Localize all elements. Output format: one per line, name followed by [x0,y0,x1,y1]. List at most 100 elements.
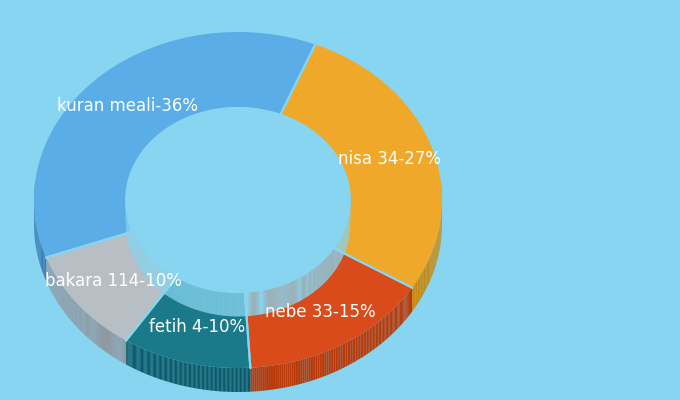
Polygon shape [342,234,343,259]
Polygon shape [367,329,368,354]
Polygon shape [120,338,122,362]
Polygon shape [216,290,217,315]
Polygon shape [388,312,390,338]
Polygon shape [180,361,181,385]
Polygon shape [341,235,342,261]
Polygon shape [230,292,231,316]
Polygon shape [299,277,300,302]
Polygon shape [177,360,179,385]
Polygon shape [301,276,302,300]
Polygon shape [279,364,282,388]
Polygon shape [285,284,286,308]
Polygon shape [292,280,294,305]
Polygon shape [297,278,298,302]
Polygon shape [82,308,83,333]
Polygon shape [245,368,246,392]
Polygon shape [116,335,118,360]
Polygon shape [248,368,249,392]
Polygon shape [179,361,180,385]
Polygon shape [144,349,146,374]
Polygon shape [387,314,388,339]
Polygon shape [76,302,77,327]
Polygon shape [95,320,97,345]
Polygon shape [233,368,235,392]
Polygon shape [381,318,383,344]
Polygon shape [74,300,75,325]
Polygon shape [204,288,205,312]
Polygon shape [314,355,316,380]
Polygon shape [122,338,123,363]
Polygon shape [321,353,323,378]
Polygon shape [201,365,202,389]
Polygon shape [371,326,373,351]
Polygon shape [278,364,279,389]
Polygon shape [248,292,249,316]
Polygon shape [414,282,415,309]
Polygon shape [315,267,316,292]
Polygon shape [37,231,39,259]
Polygon shape [73,300,74,324]
Polygon shape [208,366,209,390]
Polygon shape [45,254,46,282]
Polygon shape [384,316,386,341]
Polygon shape [105,327,106,352]
Polygon shape [380,320,381,345]
Polygon shape [225,368,226,392]
Polygon shape [287,283,288,307]
Polygon shape [44,250,45,278]
Polygon shape [356,336,357,361]
Polygon shape [198,365,199,389]
Polygon shape [296,278,297,303]
Polygon shape [270,366,272,390]
Polygon shape [123,339,124,363]
Polygon shape [307,272,308,297]
Polygon shape [67,292,68,317]
Polygon shape [283,284,284,309]
Polygon shape [326,351,328,375]
Polygon shape [432,248,434,274]
Polygon shape [412,285,414,312]
Polygon shape [267,289,269,313]
Polygon shape [104,327,105,351]
Polygon shape [132,343,133,368]
Polygon shape [312,356,314,380]
Polygon shape [78,305,80,330]
Polygon shape [303,359,305,383]
Polygon shape [297,360,299,385]
Polygon shape [204,366,205,390]
Polygon shape [199,287,200,311]
Polygon shape [280,44,442,288]
Polygon shape [320,262,321,287]
Polygon shape [147,350,148,375]
Polygon shape [288,362,290,387]
Polygon shape [88,314,89,338]
Polygon shape [264,366,266,391]
Polygon shape [335,245,336,271]
Polygon shape [323,260,324,284]
Polygon shape [167,358,169,382]
Polygon shape [221,291,222,316]
Polygon shape [191,364,192,388]
Polygon shape [391,310,392,335]
Polygon shape [332,348,334,373]
Polygon shape [102,325,103,350]
Polygon shape [142,348,143,373]
Text: nebe 33-15%: nebe 33-15% [265,303,375,321]
Polygon shape [214,290,215,314]
Polygon shape [339,345,341,370]
Polygon shape [262,290,263,314]
Polygon shape [234,292,235,316]
Polygon shape [377,322,379,347]
Polygon shape [250,368,252,392]
Polygon shape [282,364,284,388]
Polygon shape [222,292,223,316]
Polygon shape [282,285,283,309]
Polygon shape [219,367,220,391]
Polygon shape [368,328,370,353]
Polygon shape [269,288,271,313]
Polygon shape [256,291,258,315]
Polygon shape [202,288,203,312]
Polygon shape [370,327,371,352]
Polygon shape [426,261,428,288]
Polygon shape [143,349,144,373]
